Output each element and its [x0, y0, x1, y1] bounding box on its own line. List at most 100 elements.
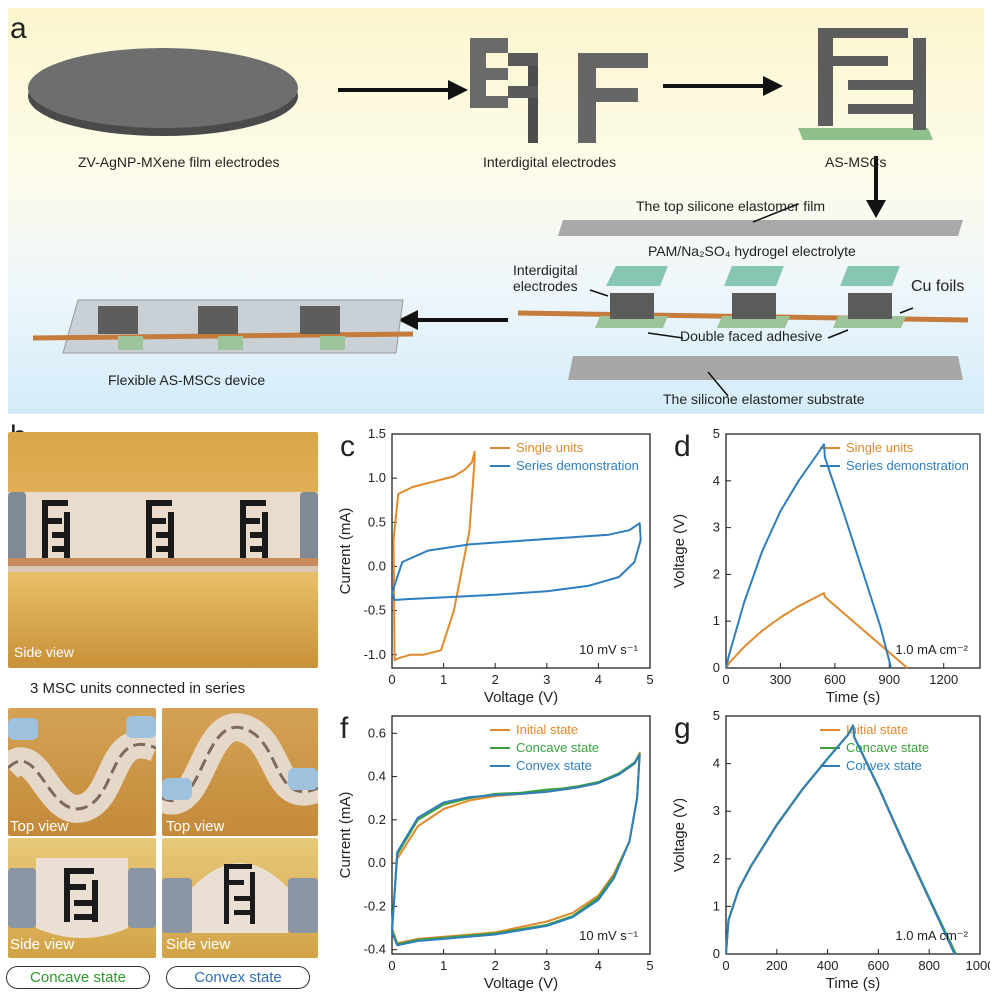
arrow-icon [663, 76, 783, 96]
y-tick-label: -1.0 [364, 647, 386, 662]
flexible-device [32, 299, 414, 354]
side-view-label: Side view [166, 936, 231, 953]
x-axis-label: Time (s) [826, 975, 880, 992]
x-tick-label: 4 [595, 672, 602, 687]
plot-frame [391, 433, 651, 669]
y-tick-label: 0.0 [368, 855, 386, 870]
legend-entry: Concave state [516, 740, 599, 755]
condition-annotation: 10 mV s⁻¹ [579, 642, 639, 657]
chart-c: 0 1 2 3 4 5 -1.0 -0.5 0.0 0.5 1.0 1.5 Voltage (V) Cur… [337, 426, 654, 706]
x-tick-label: 400 [817, 958, 839, 973]
x-tick-label: 600 [868, 958, 890, 973]
y-tick-label: 1 [713, 898, 720, 913]
y-tick-label: 1.5 [368, 426, 386, 441]
y-tick-label: 0.2 [368, 812, 386, 827]
legend-entry: Series demonstration [516, 458, 639, 473]
legend-entry: Concave state [846, 740, 929, 755]
y-tick-label: 0.4 [368, 769, 386, 784]
series-device-photo [8, 492, 318, 572]
y-tick-label: 5 [713, 426, 720, 441]
panel-label: d [674, 430, 691, 463]
substrate-label: The silicone elastomer substrate [663, 391, 865, 407]
y-tick-label: 0.5 [368, 514, 386, 529]
legend-entry: Convex state [846, 758, 922, 773]
device-caption: Flexible AS-MSCs device [108, 372, 266, 388]
plot-frame [725, 715, 981, 955]
fabrication-schematic [28, 28, 969, 397]
interdigital-electrode-shapes [470, 38, 648, 143]
condition-annotation: 10 mV s⁻¹ [579, 928, 639, 943]
y-axis-label: Voltage (V) [671, 798, 688, 872]
arrow-icon [338, 80, 468, 100]
series-line [391, 752, 641, 946]
x-axis-label: Time (s) [826, 689, 880, 706]
convex-state-label: Convex state [166, 966, 310, 989]
top-film-label: The top silicone elastomer film [636, 198, 826, 214]
side-view-label: Side view [10, 936, 75, 953]
x-tick-label: 0 [722, 958, 729, 973]
y-tick-label: 0.6 [368, 725, 386, 740]
chart-d: 0 300 600 900 1200 0 1 2 3 4 5 Time (s) Voltage (V) d… [671, 426, 981, 706]
concave-state-label: Concave state [6, 966, 150, 989]
concave-top-view-photo: Top view [0, 708, 162, 836]
concave-side-view-photo: Side view [8, 838, 156, 958]
legend-entry: Convex state [516, 758, 592, 773]
panel-label: g [674, 712, 691, 745]
legend-entry: Initial state [846, 722, 908, 737]
x-tick-label: 200 [766, 958, 788, 973]
series-line [725, 443, 893, 669]
elastomer-substrate [568, 356, 963, 380]
y-tick-label: 0 [713, 660, 720, 675]
convex-top-view-photo: Top view [155, 708, 324, 836]
side-view-label: Side view [14, 644, 74, 660]
top-elastomer-film [558, 220, 963, 236]
panel-label: c [340, 430, 355, 463]
x-axis-label: Voltage (V) [484, 689, 558, 706]
y-tick-label: 2 [713, 851, 720, 866]
interdigital-caption: Interdigital electrodes [483, 154, 617, 170]
y-tick-label: -0.4 [364, 942, 386, 957]
x-tick-label: 0 [388, 958, 395, 973]
x-tick-label: 3 [543, 672, 550, 687]
interdigital-electrodes-label: Interdigital electrodes [513, 262, 578, 294]
legend-entry: Series demonstration [846, 458, 969, 473]
film-electrode-caption: ZV-AgNP-MXene film electrodes [78, 154, 280, 170]
electrode-units [595, 293, 906, 328]
legend-entry: Single units [516, 440, 584, 455]
cu-foils-label: Cu foils [911, 278, 965, 295]
series-line [725, 724, 956, 955]
y-axis-label: Current (mA) [337, 508, 354, 595]
y-tick-label: 0.0 [368, 558, 386, 573]
series-line [725, 592, 909, 669]
y-tick-label: 0 [713, 946, 720, 961]
top-view-label: Top view [10, 818, 69, 835]
x-tick-label: 800 [918, 958, 940, 973]
convex-side-view-photo: Side view [162, 838, 318, 958]
plot-frame [391, 715, 651, 955]
arrow-left-icon [398, 310, 508, 330]
x-tick-label: 2 [492, 672, 499, 687]
condition-annotation: 1.0 mA cm⁻² [895, 642, 968, 657]
series-line [391, 522, 642, 601]
x-tick-label: 600 [824, 672, 846, 687]
double-faced-adhesive-label: Double faced adhesive [680, 328, 823, 344]
y-tick-label: -0.2 [364, 898, 386, 913]
x-tick-label: 5 [646, 672, 653, 687]
condition-annotation: 1.0 mA cm⁻² [895, 928, 968, 943]
hydrogel-label: PAM/Na₂SO₄ hydrogel electrolyte [648, 243, 856, 259]
x-axis-label: Voltage (V) [484, 975, 558, 992]
x-tick-label: 0 [722, 672, 729, 687]
top-view-label: Top view [166, 818, 225, 835]
arrow-down-icon [866, 156, 886, 218]
y-tick-label: -0.5 [364, 603, 386, 618]
plot-frame [725, 433, 981, 669]
as-msc-unit [798, 28, 933, 140]
x-tick-label: 1200 [929, 672, 958, 687]
x-tick-label: 4 [595, 958, 602, 973]
legend-entry: Initial state [516, 722, 578, 737]
side-view-photo: Side view [8, 432, 318, 668]
y-tick-label: 4 [713, 473, 720, 488]
legend-entry: Single units [846, 440, 914, 455]
